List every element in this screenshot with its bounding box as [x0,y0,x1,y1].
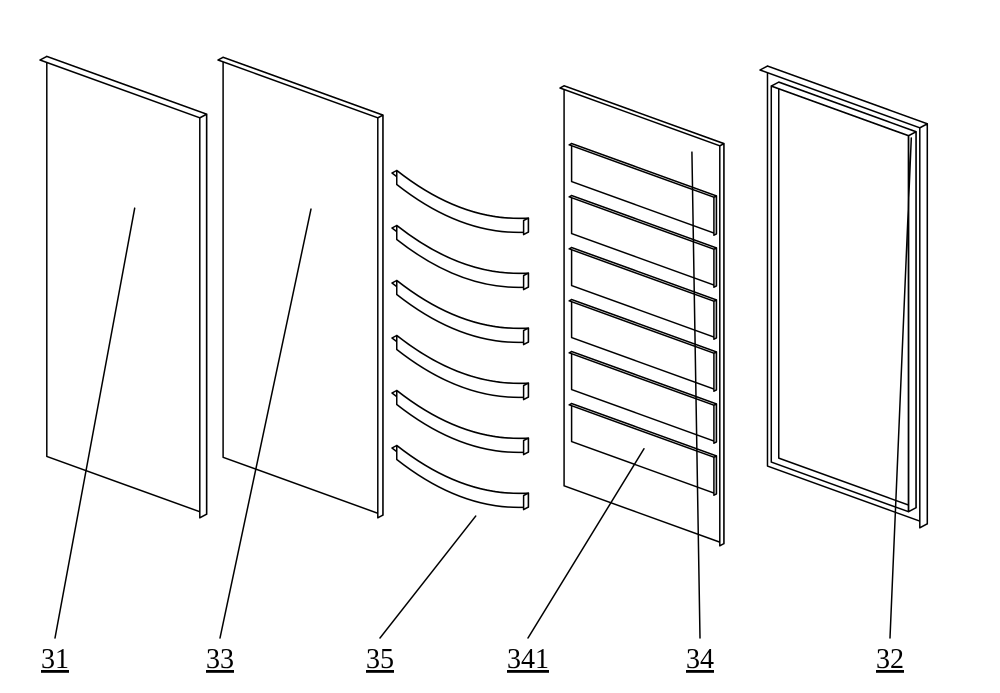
panel-33 [218,57,383,518]
callout-label: 341 [507,644,549,675]
callout-label: 32 [876,644,904,675]
blades-35 [392,170,528,509]
panel-34 [560,86,724,546]
callout-label: 35 [366,644,394,675]
callout-label: 33 [206,644,234,675]
callout-label: 34 [686,644,714,675]
frame-32 [760,66,927,528]
panel-31 [40,56,207,517]
callout-label: 31 [41,644,69,675]
